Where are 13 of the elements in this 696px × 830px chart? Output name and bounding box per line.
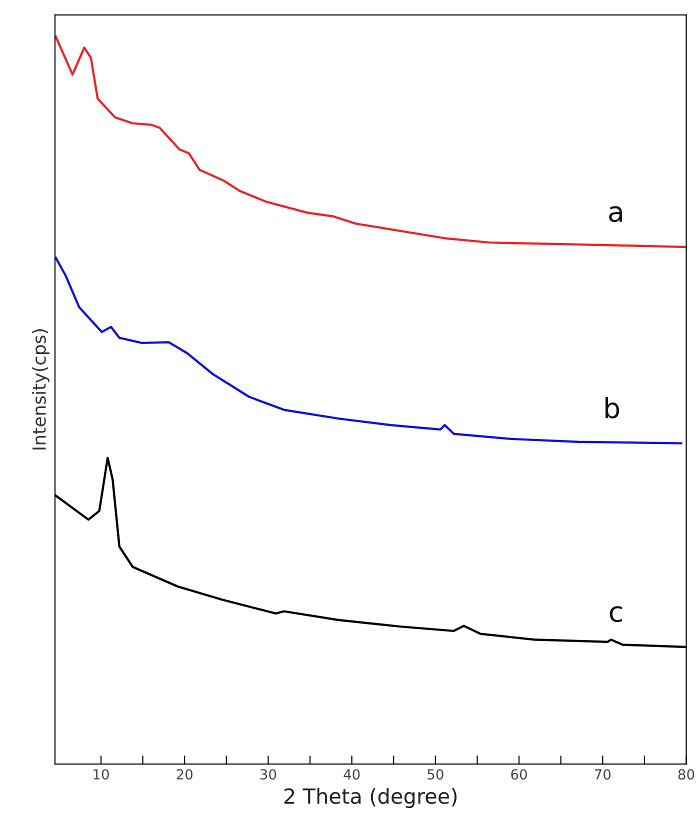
series-label: c — [610, 606, 622, 622]
x-tick-label: 60 — [511, 769, 527, 780]
series-label: a — [609, 206, 622, 222]
x-tick-label: 50 — [428, 769, 444, 780]
x-tick-label: 70 — [594, 769, 611, 780]
x-tick-label: 10 — [94, 769, 109, 780]
x-tick-label: 80 — [678, 769, 694, 780]
series-label: b — [606, 396, 620, 418]
x-tick-label: 40 — [344, 769, 360, 780]
x-axis-title: 2 Theta (degree) — [284, 788, 457, 808]
x-tick-label: 30 — [260, 769, 276, 780]
x-tick-label: 20 — [176, 769, 192, 780]
y-axis-title: Intensity(cps) — [32, 329, 50, 450]
